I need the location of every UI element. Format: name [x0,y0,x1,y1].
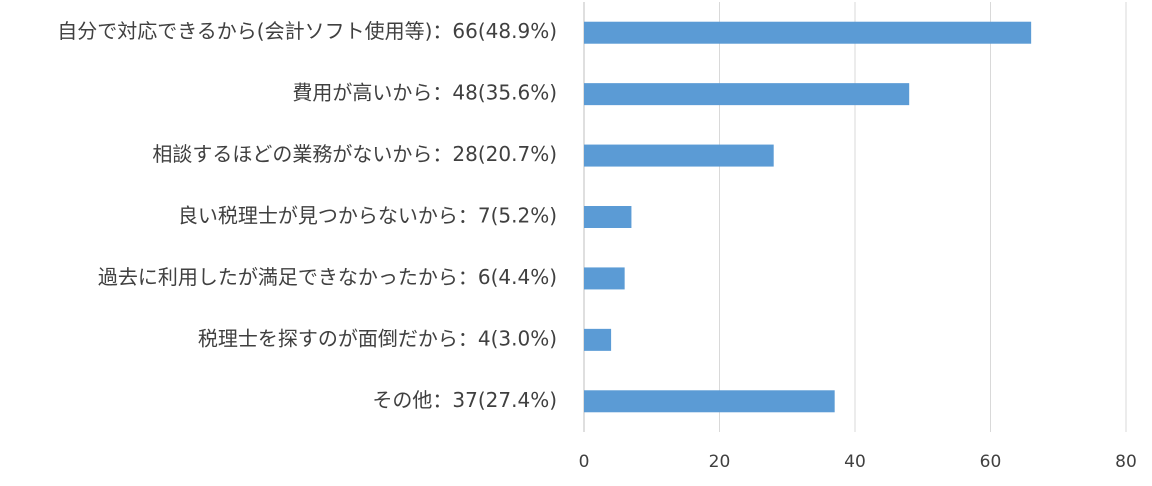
x-tick-label: 60 [980,452,1002,472]
bar [584,144,774,167]
bar [584,328,612,351]
x-tick-label: 80 [1115,452,1137,472]
x-tick-label: 20 [709,452,731,472]
bar [584,83,910,106]
y-tick-label: 税理士を探すのが面倒だから：4(3.0%) [198,326,557,350]
y-tick-label: 費用が高いから：48(35.6%) [292,81,557,105]
y-tick-label: 相談するほどの業務がないから：28(20.7%) [152,142,557,166]
bar [584,206,632,228]
bar [584,267,625,290]
x-tick-label: 0 [579,452,590,472]
bar [584,21,1032,44]
y-tick-label: 自分で対応できるから(会計ソフト使用等)：66(48.9%) [57,19,557,43]
y-tick-label: その他：37(27.4%) [372,388,557,412]
y-tick-label: 過去に利用したが満足できなかったから：6(4.4%) [98,265,557,289]
bar [584,390,835,413]
y-tick-label: 良い税理士が見つからないから：7(5.2%) [178,204,557,228]
x-tick-label: 40 [844,452,866,472]
